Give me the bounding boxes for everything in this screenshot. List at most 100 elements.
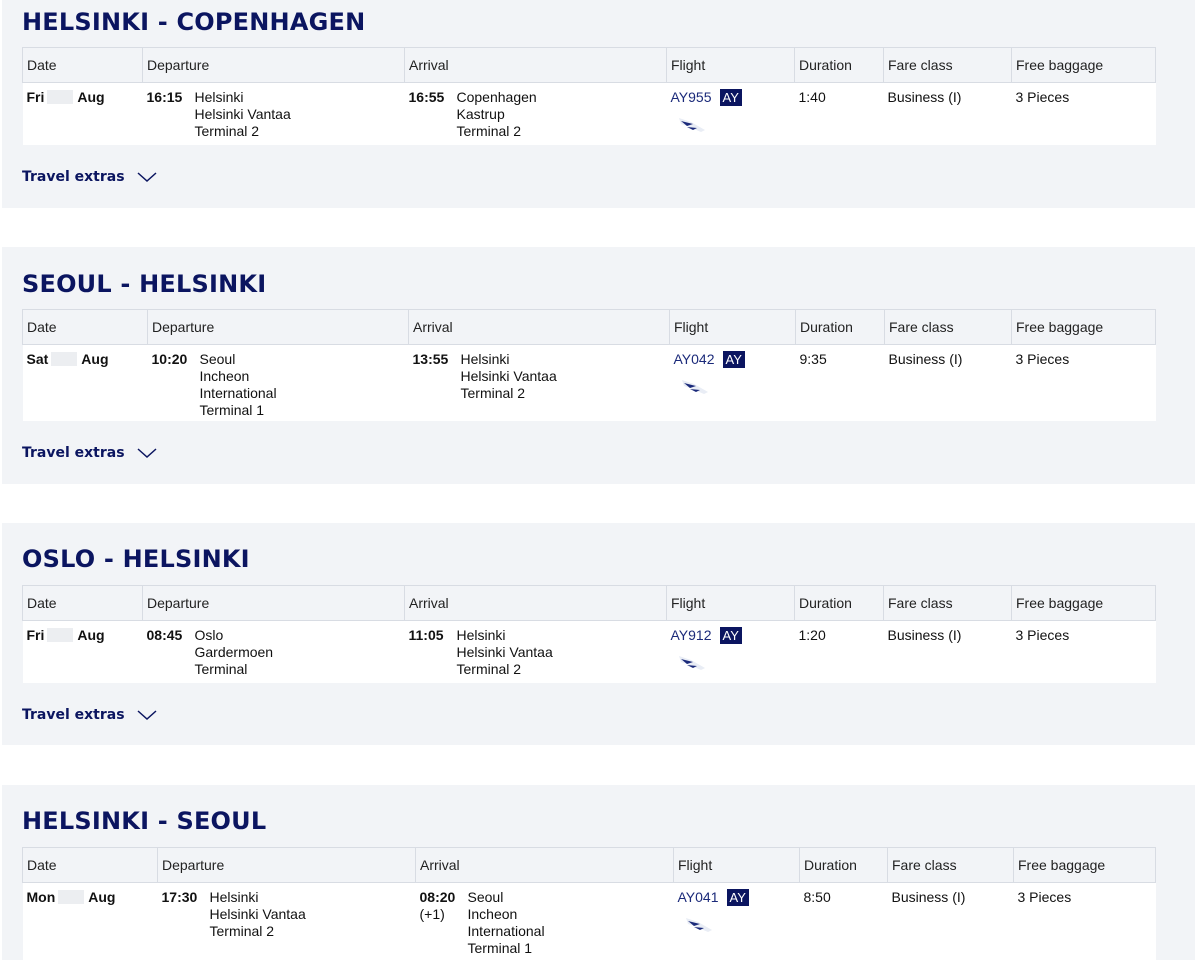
fare-class-cell: Business (I) — [884, 344, 1012, 421]
arrival-time: 13:55 — [412, 351, 449, 367]
duration-cell: 9:35 — [795, 344, 885, 421]
month: Aug — [81, 351, 109, 367]
arrival-airport-line2: International — [467, 923, 545, 939]
departure-airport: Incheon — [199, 368, 250, 384]
month: Aug — [77, 89, 105, 105]
travel-extras-label: Travel extras — [22, 169, 125, 185]
flight-table: Date Departure Arrival Flight Duration F… — [22, 47, 1156, 145]
departure-terminal: Terminal — [194, 661, 248, 677]
table-row: Mon Aug 17:30 Helsinki Helsinki Vantaa Termi… — [22, 882, 1156, 961]
airline-tail-logo-icon — [678, 656, 705, 670]
segment-title: HELSINKI - COPENHAGEN — [22, 8, 366, 36]
arrival-terminal: Terminal 2 — [456, 661, 522, 677]
arrival-cell: 11:05 Helsinki Helsinki Vantaa Terminal 2 — [404, 620, 667, 683]
departure-terminal: Terminal 2 — [194, 123, 260, 139]
airline-tail-logo-icon — [685, 918, 712, 932]
arrival-time-block: 08:20 (+1) — [420, 889, 468, 957]
segment-helsinki-copenhagen: HELSINKI - COPENHAGEN Date Departure Arr… — [2, 0, 1195, 208]
table-header-row: Date Departure Arrival Flight Duration F… — [22, 47, 1156, 83]
fare-class-cell: Business (I) — [883, 82, 1012, 145]
header-fare-class: Fare class — [883, 585, 1012, 621]
month: Aug — [77, 627, 105, 643]
header-departure: Departure — [147, 309, 409, 345]
table-header-row: Date Departure Arrival Flight Duration F… — [22, 847, 1156, 883]
carrier-badge: AY — [719, 627, 742, 644]
chevron-down-icon — [137, 710, 157, 721]
departure-city: Helsinki — [194, 89, 244, 105]
header-free-baggage: Free baggage — [1011, 585, 1156, 621]
redacted-date — [51, 352, 78, 366]
day: Fri — [26, 89, 45, 105]
duration-cell: 1:20 — [794, 620, 884, 683]
departure-airport-line2: International — [199, 385, 277, 401]
departure-city: Helsinki — [209, 889, 259, 905]
flight-number[interactable]: AY912 — [670, 627, 712, 643]
arrival-terminal: Terminal 2 — [456, 123, 522, 139]
arrival-airport: Helsinki Vantaa — [456, 644, 553, 660]
travel-extras-toggle[interactable]: Travel extras — [22, 169, 157, 185]
travel-extras-label: Travel extras — [22, 445, 125, 461]
header-fare-class: Fare class — [884, 309, 1012, 345]
header-arrival: Arrival — [404, 47, 667, 83]
header-departure: Departure — [142, 585, 405, 621]
arrival-airport: Kastrup — [456, 106, 505, 122]
fare-class-cell: Business (I) — [883, 620, 1012, 683]
travel-extras-toggle[interactable]: Travel extras — [22, 707, 157, 723]
flight-number[interactable]: AY955 — [670, 89, 712, 105]
header-duration: Duration — [795, 309, 885, 345]
arrival-airport: Helsinki Vantaa — [460, 368, 557, 384]
header-date: Date — [22, 47, 143, 83]
header-date: Date — [22, 585, 143, 621]
flight-cell: AY955 AY — [666, 82, 795, 145]
flight-cell: AY041 AY — [673, 882, 800, 961]
flight-number[interactable]: AY041 — [677, 889, 719, 905]
header-arrival: Arrival — [415, 847, 674, 883]
header-date: Date — [22, 847, 158, 883]
header-departure: Departure — [157, 847, 416, 883]
flight-table: Date Departure Arrival Flight Duration F… — [22, 309, 1156, 421]
departure-time: 17:30 — [161, 889, 198, 905]
arrival-city: Seoul — [467, 889, 504, 905]
segment-title: OSLO - HELSINKI — [22, 545, 250, 573]
date-cell: Fri Aug — [22, 620, 143, 683]
arrival-cell: 16:55 Copenhagen Kastrup Terminal 2 — [404, 82, 667, 145]
arrival-terminal: Terminal 2 — [460, 385, 526, 401]
chevron-down-icon — [137, 172, 157, 183]
arrival-cell: 13:55 Helsinki Helsinki Vantaa Terminal 2 — [408, 344, 670, 421]
departure-cell: 10:20 Seoul Incheon International Terminal 1 — [147, 344, 409, 421]
header-flight: Flight — [666, 585, 795, 621]
header-fare-class: Fare class — [883, 47, 1012, 83]
table-row: Sat Aug 10:20 Seoul Incheon International Ter… — [22, 344, 1156, 421]
departure-cell: 17:30 Helsinki Helsinki Vantaa Terminal 2 — [157, 882, 416, 961]
segment-seoul-helsinki: SEOUL - HELSINKI Date Departure Arrival … — [2, 247, 1195, 484]
date-cell: Sat Aug — [22, 344, 148, 421]
baggage-cell: 3 Pieces — [1011, 344, 1156, 421]
segment-title: SEOUL - HELSINKI — [22, 270, 267, 298]
date-cell: Mon Aug — [22, 882, 158, 961]
table-header-row: Date Departure Arrival Flight Duration F… — [22, 309, 1156, 345]
redacted-date — [47, 628, 74, 642]
header-free-baggage: Free baggage — [1013, 847, 1156, 883]
segment-helsinki-seoul: HELSINKI - SEOUL Date Departure Arrival … — [2, 785, 1195, 961]
departure-city: Oslo — [194, 627, 224, 643]
baggage-cell: 3 Pieces — [1011, 620, 1156, 683]
header-free-baggage: Free baggage — [1011, 47, 1156, 83]
travel-extras-toggle[interactable]: Travel extras — [22, 445, 157, 461]
arrival-cell: 08:20 (+1) Seoul Incheon International Termin… — [415, 882, 674, 961]
header-date: Date — [22, 309, 148, 345]
header-free-baggage: Free baggage — [1011, 309, 1156, 345]
flight-cell: AY042 AY — [669, 344, 796, 421]
arrival-city: Helsinki — [460, 351, 510, 367]
departure-cell: 08:45 Oslo Gardermoen Terminal — [142, 620, 405, 683]
carrier-badge: AY — [719, 89, 742, 106]
redacted-date — [58, 890, 85, 904]
flight-number[interactable]: AY042 — [673, 351, 715, 367]
day: Sat — [26, 351, 49, 367]
flight-table: Date Departure Arrival Flight Duration F… — [22, 585, 1156, 683]
redacted-date — [47, 90, 74, 104]
header-duration: Duration — [799, 847, 888, 883]
date-cell: Fri Aug — [22, 82, 143, 145]
segment-title: HELSINKI - SEOUL — [22, 807, 267, 835]
table-row: Fri Aug 08:45 Oslo Gardermoen Terminal 11:05… — [22, 620, 1156, 683]
airline-tail-logo-icon — [681, 380, 708, 394]
